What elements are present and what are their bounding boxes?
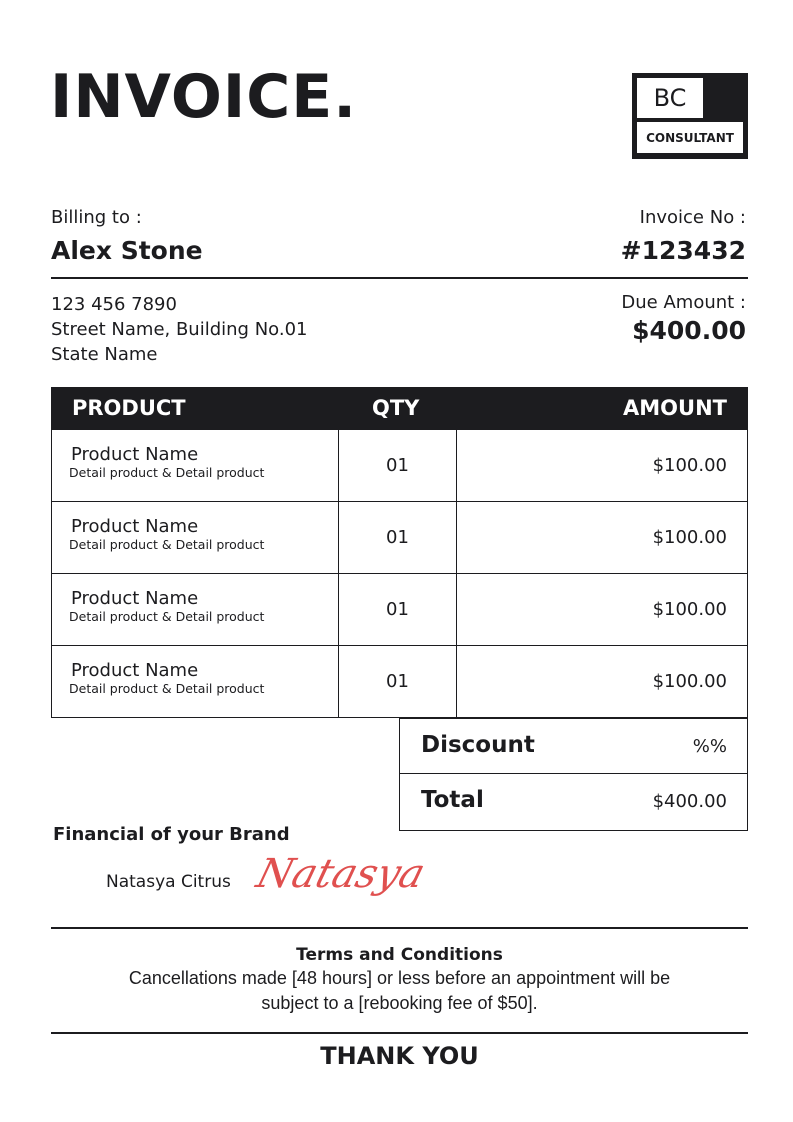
thank-you: THANK YOU xyxy=(320,1042,479,1070)
due-amount: $400.00 xyxy=(632,316,746,345)
signer-name: Natasya Citrus xyxy=(106,872,231,892)
product-detail: Detail product & Detail product xyxy=(69,537,265,552)
signature-image: Natasya xyxy=(251,851,430,897)
product-table: PRODUCT QTY AMOUNT Product Name Detail pr… xyxy=(51,387,748,718)
product-cell: Product Name Detail product & Detail prod… xyxy=(52,430,339,501)
logo: BC CONSULTANT xyxy=(632,73,748,159)
billing-address: 123 456 7890 Street Name, Building No.01… xyxy=(51,292,308,367)
amount-cell: $100.00 xyxy=(652,527,727,548)
logo-name: CONSULTANT xyxy=(637,122,743,153)
product-name: Product Name xyxy=(71,588,199,609)
table-row: Product Name Detail product & Detail prod… xyxy=(51,646,748,718)
header-product: PRODUCT xyxy=(72,396,186,420)
table-header: PRODUCT QTY AMOUNT xyxy=(51,387,748,430)
billing-label: Billing to : xyxy=(51,207,142,228)
total-value: $400.00 xyxy=(652,791,727,812)
product-name: Product Name xyxy=(71,444,199,465)
product-detail: Detail product & Detail product xyxy=(69,681,265,696)
billing-state: State Name xyxy=(51,344,158,365)
header-amount: AMOUNT xyxy=(623,396,727,420)
divider xyxy=(51,1032,748,1034)
page-title: INVOICE. xyxy=(50,62,358,132)
discount-label: Discount xyxy=(421,732,535,758)
logo-initials: BC xyxy=(637,78,703,118)
divider xyxy=(51,277,748,279)
billing-street: Street Name, Building No.01 xyxy=(51,319,308,340)
qty-cell: 01 xyxy=(339,430,457,501)
qty-cell: 01 xyxy=(339,574,457,645)
terms-line2: subject to a [rebooking fee of $50]. xyxy=(261,993,538,1013)
qty-cell: 01 xyxy=(339,646,457,717)
product-detail: Detail product & Detail product xyxy=(69,465,265,480)
total-row: Total $400.00 xyxy=(399,773,748,831)
signature-title: Financial of your Brand xyxy=(53,824,290,845)
qty-cell: 01 xyxy=(339,502,457,573)
product-name: Product Name xyxy=(71,516,199,537)
total-label: Total xyxy=(421,787,484,813)
product-name: Product Name xyxy=(71,660,199,681)
divider xyxy=(51,927,748,929)
amount-cell: $100.00 xyxy=(652,599,727,620)
product-cell: Product Name Detail product & Detail prod… xyxy=(52,502,339,573)
invoice-number: #123432 xyxy=(620,236,746,265)
discount-row: Discount %% xyxy=(399,718,748,774)
amount-cell: $100.00 xyxy=(652,671,727,692)
amount-cell: $100.00 xyxy=(652,455,727,476)
due-label: Due Amount : xyxy=(621,292,746,313)
terms: Terms and Conditions Cancellations made … xyxy=(51,944,748,1016)
billing-phone: 123 456 7890 xyxy=(51,294,177,315)
invoice-label: Invoice No : xyxy=(639,207,746,228)
product-cell: Product Name Detail product & Detail prod… xyxy=(52,646,339,717)
table-row: Product Name Detail product & Detail prod… xyxy=(51,574,748,646)
header-qty: QTY xyxy=(372,396,420,420)
terms-title: Terms and Conditions xyxy=(296,945,503,965)
discount-value: %% xyxy=(692,736,727,757)
table-row: Product Name Detail product & Detail prod… xyxy=(51,502,748,574)
billing-name: Alex Stone xyxy=(51,236,203,265)
table-row: Product Name Detail product & Detail prod… xyxy=(51,430,748,502)
product-cell: Product Name Detail product & Detail prod… xyxy=(52,574,339,645)
product-detail: Detail product & Detail product xyxy=(69,609,265,624)
terms-line1: Cancellations made [48 hours] or less be… xyxy=(128,968,671,988)
